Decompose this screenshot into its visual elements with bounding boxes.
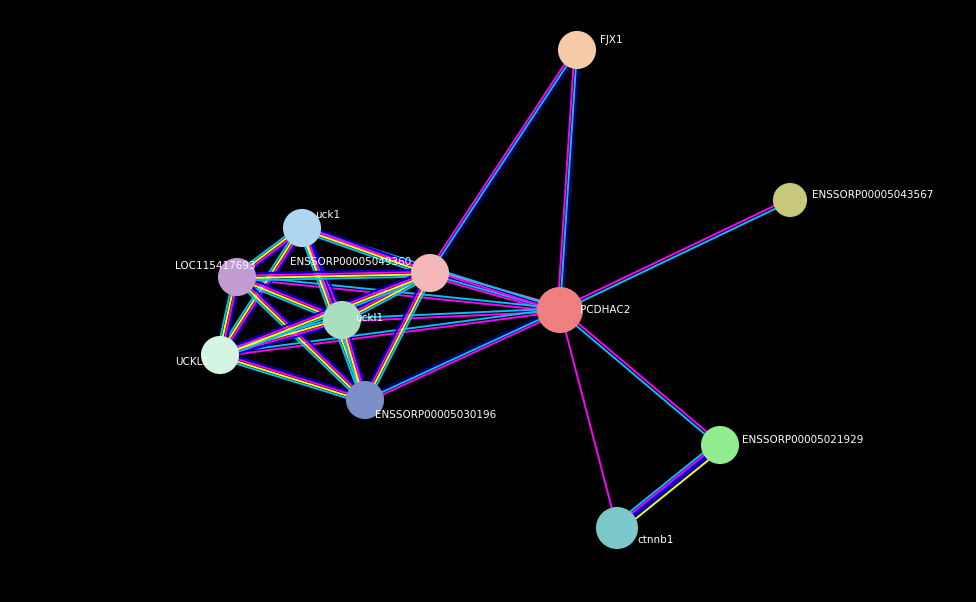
Text: ENSSORP00005021929: ENSSORP00005021929: [742, 435, 864, 445]
Ellipse shape: [284, 210, 320, 246]
Ellipse shape: [597, 508, 637, 548]
Ellipse shape: [202, 337, 238, 373]
Ellipse shape: [347, 382, 383, 418]
Ellipse shape: [538, 288, 582, 332]
Ellipse shape: [219, 259, 255, 295]
Text: ctnnb1: ctnnb1: [637, 535, 673, 545]
Text: LOC115417693: LOC115417693: [175, 261, 256, 271]
Text: uck1: uck1: [315, 210, 340, 220]
Text: ENSSORP00005030196: ENSSORP00005030196: [375, 410, 496, 420]
Ellipse shape: [412, 255, 448, 291]
Text: uckl1: uckl1: [355, 313, 384, 323]
Text: UCKL1: UCKL1: [175, 357, 209, 367]
Text: ENSSORP00005043567: ENSSORP00005043567: [812, 190, 933, 200]
Text: PCDHAC2: PCDHAC2: [580, 305, 630, 315]
Ellipse shape: [702, 427, 738, 463]
Text: FJX1: FJX1: [600, 35, 623, 45]
Ellipse shape: [559, 32, 595, 68]
Text: ENSSORP00005049360: ENSSORP00005049360: [290, 257, 411, 267]
Ellipse shape: [324, 302, 360, 338]
Ellipse shape: [774, 184, 806, 216]
